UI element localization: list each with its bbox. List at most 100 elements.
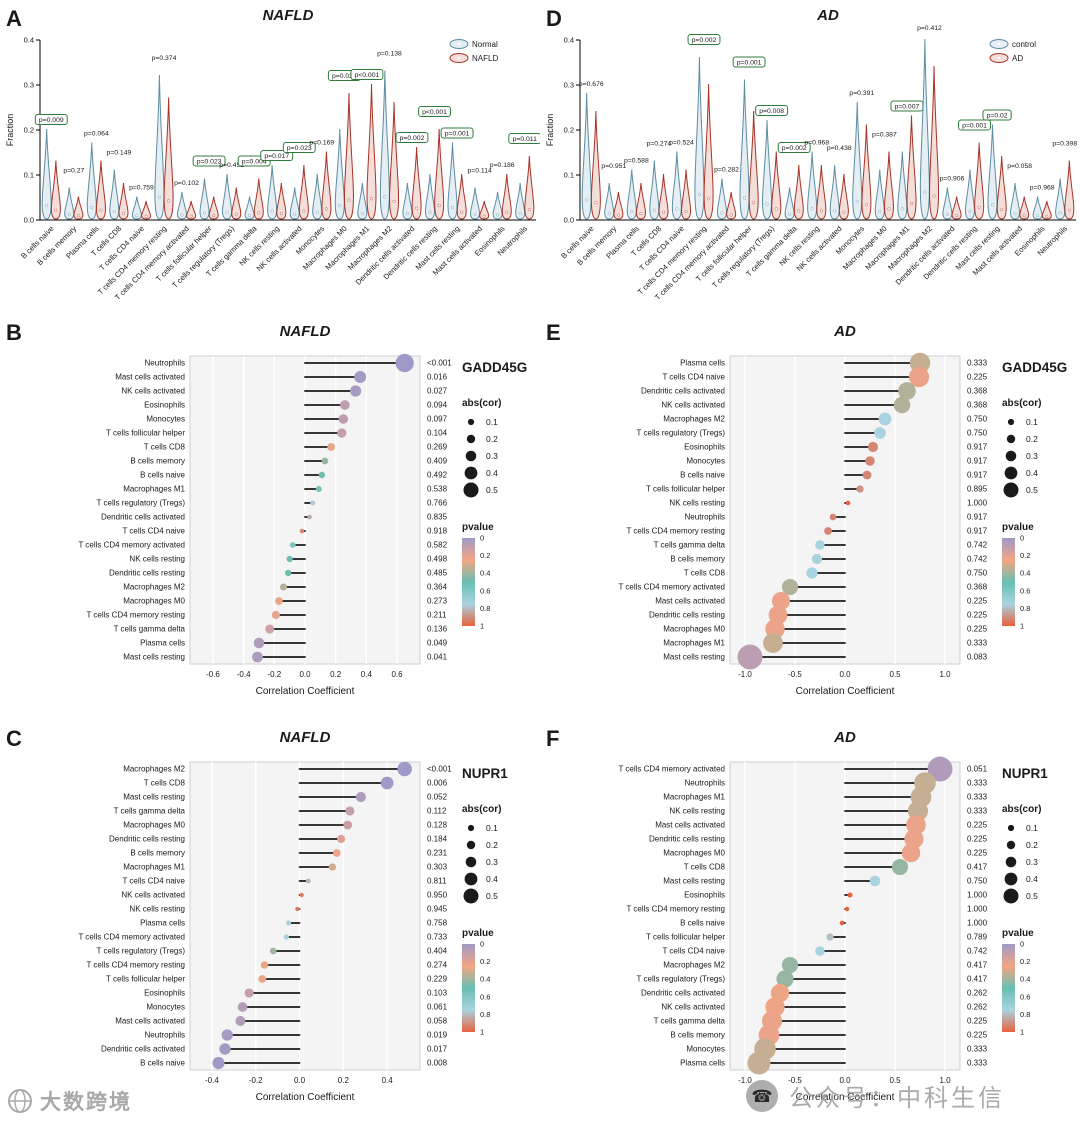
lollipop-dot	[826, 933, 834, 941]
row-label: Monocytes	[146, 415, 185, 424]
size-legend-label: 0.5	[486, 891, 498, 901]
violin-normal	[41, 128, 52, 220]
median-dot	[67, 212, 71, 216]
median-dot	[1058, 211, 1062, 215]
row-label: Macrophages M1	[663, 639, 725, 648]
pvalue-box	[687, 34, 721, 45]
pvalue-label: p=0.023	[287, 145, 312, 152]
row-label: Mast cells resting	[123, 653, 185, 662]
pvalue-legend-tick: 0.8	[1020, 1010, 1030, 1019]
median-dot	[279, 212, 283, 216]
violin-normal	[942, 187, 953, 220]
y-tick-label: 0.4	[24, 36, 34, 45]
violin-disease	[298, 164, 309, 220]
violin-normal	[1032, 196, 1043, 220]
row-label: Plasma cells	[680, 359, 725, 368]
lollipop-dot	[265, 624, 275, 634]
lollipop-dot	[275, 597, 283, 605]
size-legend-label: 0.2	[1026, 840, 1038, 850]
pvalue-label: 0.061	[427, 1003, 448, 1012]
violin-normal	[131, 196, 142, 220]
pvalue-label: p=0.186	[490, 162, 515, 169]
median-dot	[1022, 214, 1026, 218]
x-tick-label: 0.0	[299, 670, 311, 679]
median-dot	[527, 208, 531, 212]
median-dot	[144, 214, 148, 218]
lollipop-dot	[310, 500, 316, 506]
lollipop-dot	[299, 892, 304, 898]
row-label: NK cells activated	[121, 891, 185, 900]
pvalue-label: p=0.149	[107, 150, 132, 157]
pvalue-label: p=0.001	[445, 131, 470, 138]
pvalue-legend-tick: 0.2	[480, 551, 490, 560]
violin-normal	[739, 79, 750, 220]
x-tick-label: 0.0	[839, 670, 851, 679]
lollipop-dot	[776, 970, 794, 988]
row-label: Mast cells resting	[663, 653, 725, 662]
pvalue-label: 0.097	[427, 415, 448, 424]
median-dot	[833, 209, 837, 213]
lollipop-dot	[212, 1056, 225, 1070]
median-dot	[1045, 214, 1049, 218]
violin-disease	[996, 155, 1007, 220]
violin-disease	[703, 83, 714, 220]
lollipop-dot	[806, 567, 818, 579]
pvalue-label: p=0.138	[377, 51, 402, 58]
row-label: B cells naive	[680, 471, 725, 480]
y-tick-label: 0.0	[24, 216, 34, 225]
violin-normal	[379, 70, 390, 220]
pvalue-label: p=0.114	[468, 168, 492, 175]
violin-disease	[838, 173, 849, 220]
pvalue-label: 0.417	[967, 863, 988, 872]
panel-c-lollipop-nafld-nupr1: C NAFLD -0.4 -0.2 0.0 0.2 0.4 Correlation Coeff…	[0, 718, 540, 1126]
median-dot	[518, 212, 522, 216]
median-dot	[864, 203, 868, 207]
lollipop-dot	[856, 485, 864, 493]
legend-label: Normal	[472, 40, 498, 49]
x-tick-label: -0.4	[237, 670, 251, 679]
median-dot	[630, 210, 634, 214]
size-legend-title: abs(cor)	[1002, 398, 1041, 409]
pvalue-label: 0.027	[427, 387, 448, 396]
median-dot	[212, 214, 216, 218]
median-dot	[675, 207, 679, 211]
lollipop-dot	[221, 1029, 233, 1041]
violin-normal	[852, 101, 863, 220]
size-legend-label: 0.3	[1026, 857, 1038, 867]
size-legend-label: 0.2	[1026, 434, 1038, 444]
pvalue-label: 0.225	[967, 625, 988, 634]
violin-disease	[163, 97, 174, 220]
median-dot	[955, 214, 959, 218]
pvalue-label: 0.742	[967, 541, 988, 550]
median-dot	[652, 208, 656, 212]
pvalue-label: 0.008	[427, 1059, 448, 1068]
size-legend-label: 0.2	[486, 840, 498, 850]
violin-normal	[649, 160, 660, 220]
lollipop-dot	[349, 385, 362, 397]
pvalue-legend-tick: 0.4	[480, 975, 490, 984]
median-dot	[122, 212, 126, 216]
pvalue-label: 0.112	[427, 807, 447, 816]
y-tick-label: 0.4	[564, 36, 574, 45]
lollipop-dot	[269, 947, 277, 955]
pvalue-label: 0.811	[427, 877, 447, 886]
violin-disease	[726, 191, 737, 220]
median-dot	[460, 210, 464, 214]
row-label: T cells CD4 memory resting	[86, 611, 185, 620]
lollipop-dot	[904, 829, 924, 849]
row-label: T cells regulatory (Tregs)	[637, 429, 726, 438]
x-tick-label: -0.6	[206, 670, 220, 679]
row-label: Monocytes	[146, 1003, 185, 1012]
row-label: Eosinophils	[144, 989, 185, 998]
lollipop-dot	[811, 553, 823, 565]
row-label: Dendritic cells resting	[109, 835, 185, 844]
x-tick-label: 0.6	[391, 670, 403, 679]
violin-normal	[492, 191, 503, 220]
row-label: Plasma cells	[140, 639, 185, 648]
pvalue-legend-tick: 1	[1020, 1028, 1024, 1037]
x-tick-label: 1.0	[939, 670, 951, 679]
violin-normal	[987, 124, 998, 220]
pvalue-legend-title: pvalue	[1002, 928, 1034, 939]
pvalue-label: 0.225	[967, 849, 988, 858]
row-label: B cells memory	[130, 457, 185, 466]
